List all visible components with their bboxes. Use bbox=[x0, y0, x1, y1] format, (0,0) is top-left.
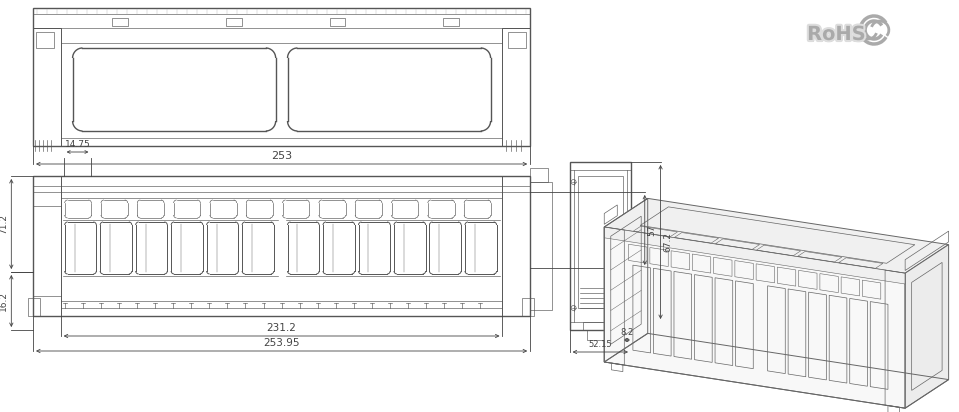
Text: 253: 253 bbox=[271, 151, 292, 161]
Bar bbox=[330, 18, 345, 26]
Bar bbox=[570, 162, 631, 330]
Bar bbox=[530, 168, 548, 182]
Bar bbox=[523, 298, 534, 316]
Bar bbox=[508, 32, 526, 48]
Text: 231.2: 231.2 bbox=[267, 323, 296, 333]
Bar bbox=[112, 18, 128, 26]
Bar bbox=[530, 182, 551, 310]
Bar bbox=[36, 32, 54, 48]
Bar bbox=[33, 176, 530, 316]
Bar bbox=[33, 8, 530, 146]
Text: 8.2: 8.2 bbox=[620, 328, 634, 337]
Bar bbox=[443, 18, 459, 26]
Bar bbox=[28, 298, 40, 316]
Bar bbox=[503, 28, 530, 146]
Bar bbox=[577, 176, 623, 308]
Text: 67.2: 67.2 bbox=[664, 232, 672, 252]
Text: 16.2: 16.2 bbox=[0, 291, 9, 311]
Bar bbox=[503, 176, 530, 316]
Bar bbox=[33, 176, 60, 316]
Text: 253.95: 253.95 bbox=[264, 338, 300, 348]
Text: 57: 57 bbox=[647, 224, 657, 236]
Text: 52.15: 52.15 bbox=[589, 340, 612, 349]
Polygon shape bbox=[604, 227, 905, 408]
Text: 71.2: 71.2 bbox=[0, 214, 9, 234]
Text: 14.75: 14.75 bbox=[64, 140, 90, 149]
Bar bbox=[33, 28, 60, 146]
Polygon shape bbox=[604, 227, 905, 284]
Bar bbox=[225, 18, 242, 26]
Text: RoHS: RoHS bbox=[807, 27, 866, 46]
Polygon shape bbox=[905, 245, 948, 408]
Text: RoHS: RoHS bbox=[807, 25, 866, 44]
Bar bbox=[583, 322, 617, 330]
Bar bbox=[588, 330, 613, 340]
Polygon shape bbox=[604, 199, 948, 273]
